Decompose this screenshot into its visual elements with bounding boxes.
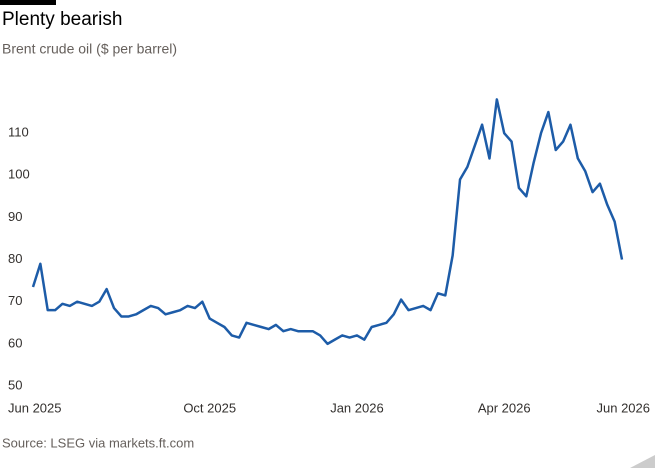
y-tick-label: 100	[8, 167, 30, 182]
brand-bar	[0, 0, 56, 5]
x-tick-label: Oct 2025	[183, 400, 236, 415]
x-tick-label: Apr 2026	[478, 400, 531, 415]
corner	[630, 455, 655, 468]
y-tick-label: 60	[8, 335, 22, 350]
y-tick-label: 90	[8, 209, 22, 224]
source: Source: LSEG via markets.ft.com	[2, 435, 194, 450]
data-line	[31, 98, 624, 346]
chart-title: Plenty bearish	[2, 9, 122, 30]
y-tick-label: 70	[8, 293, 22, 308]
y-tick-label: 50	[8, 377, 22, 392]
x-tick-label: Jan 2026	[330, 400, 384, 415]
x-tick-label: Jun 2025	[8, 400, 62, 415]
y-tick-label: 110	[8, 125, 29, 140]
chart-subtitle: Brent crude oil ($ per barrel)	[2, 41, 177, 57]
y-tick-label: 80	[8, 251, 22, 266]
x-tick-label: Jun 2026	[597, 400, 651, 415]
